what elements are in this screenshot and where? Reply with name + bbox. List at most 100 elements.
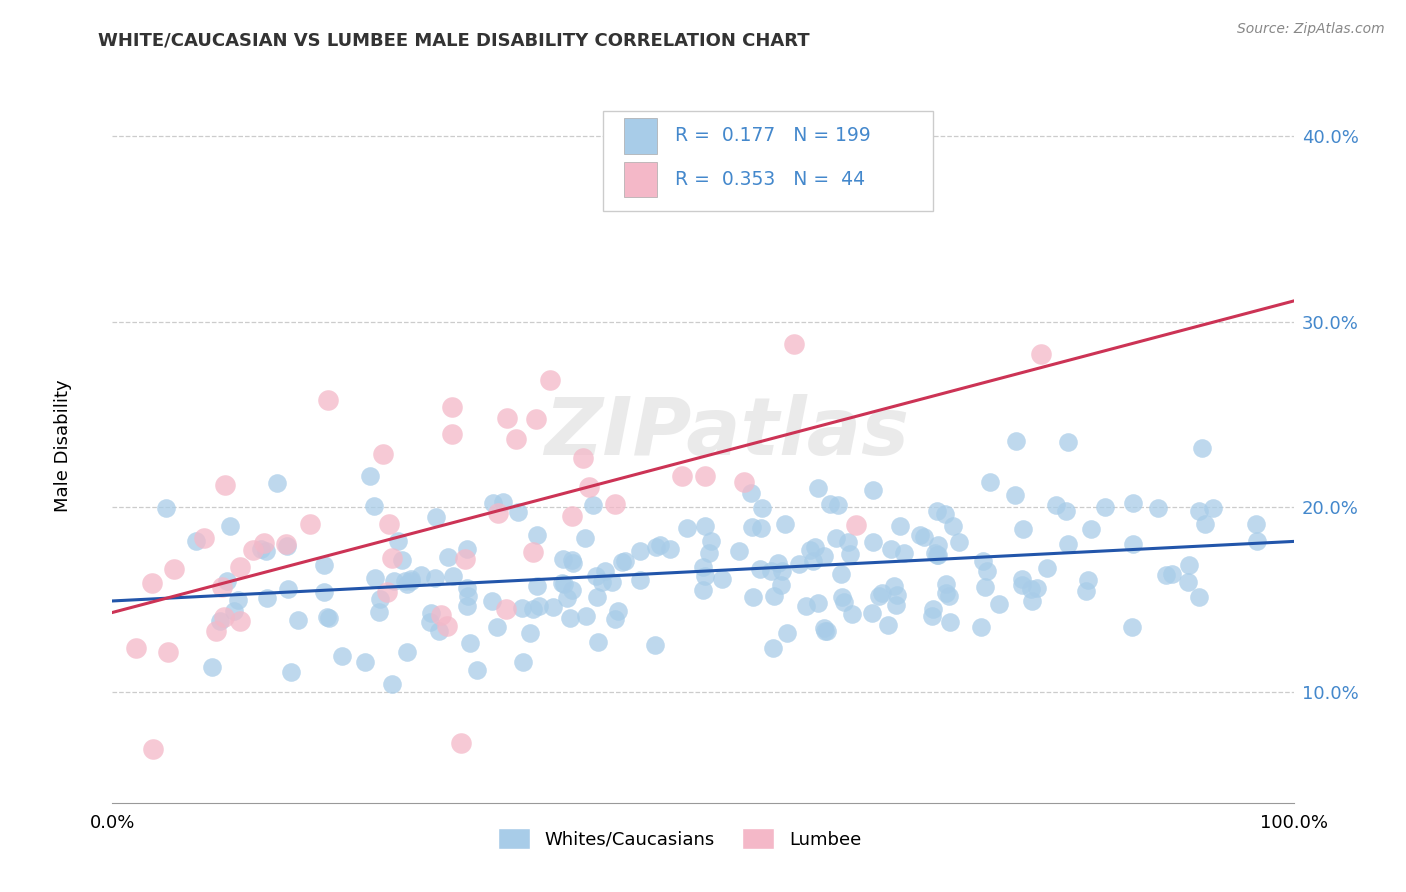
Point (644, 638, 666, 652)
Point (522, 601, 544, 615)
Point (671, 468, 693, 483)
Point (456, 581, 478, 595)
Point (560, 611, 582, 625)
Point (925, 503, 948, 517)
Point (879, 542, 901, 557)
Point (1154, 568, 1177, 582)
Point (454, 551, 477, 566)
Point (585, 569, 607, 583)
Point (1074, 584, 1097, 599)
Point (796, 599, 818, 613)
Point (813, 549, 835, 563)
Point (889, 519, 911, 533)
Point (253, 536, 276, 550)
Point (208, 615, 231, 629)
Point (762, 589, 785, 603)
Point (450, 736, 472, 750)
Point (979, 475, 1001, 489)
Point (578, 480, 600, 494)
Point (908, 527, 931, 541)
Point (1177, 575, 1199, 590)
Point (987, 597, 1010, 611)
Point (700, 534, 723, 549)
Point (862, 483, 884, 498)
Point (886, 588, 908, 602)
Point (884, 598, 907, 612)
Point (893, 546, 915, 560)
Point (602, 575, 624, 590)
FancyBboxPatch shape (603, 111, 934, 211)
Point (201, 660, 224, 674)
Point (425, 510, 447, 524)
Point (845, 517, 868, 532)
Point (942, 519, 965, 533)
Point (1121, 620, 1143, 634)
Point (837, 534, 859, 549)
Point (644, 540, 666, 554)
Point (460, 636, 482, 650)
Point (287, 613, 309, 627)
Point (1019, 582, 1042, 596)
Point (751, 501, 773, 516)
Point (1191, 441, 1213, 455)
Point (440, 426, 463, 441)
Point (775, 517, 797, 532)
Point (692, 582, 714, 597)
Point (316, 392, 339, 407)
Point (318, 610, 340, 624)
Point (872, 586, 894, 600)
Point (1094, 500, 1116, 514)
Point (883, 579, 905, 593)
Point (740, 486, 762, 500)
Point (1202, 500, 1225, 515)
Point (391, 553, 413, 567)
Point (485, 620, 508, 634)
Point (830, 566, 852, 581)
Point (141, 576, 163, 591)
Point (692, 560, 714, 574)
Point (934, 507, 956, 521)
Point (1194, 517, 1216, 532)
Point (436, 550, 458, 565)
Point (522, 545, 544, 559)
Point (922, 602, 945, 616)
Point (524, 411, 547, 425)
Point (1080, 522, 1102, 536)
Point (465, 663, 488, 677)
Point (658, 542, 681, 557)
Point (229, 614, 252, 628)
Point (1246, 533, 1268, 548)
Point (935, 586, 957, 600)
Point (1011, 577, 1033, 591)
Point (1011, 572, 1033, 586)
Point (876, 618, 898, 632)
Point (1036, 561, 1059, 575)
Point (399, 574, 422, 589)
Point (768, 556, 790, 570)
Point (249, 541, 271, 556)
Point (441, 569, 464, 583)
Point (363, 500, 385, 514)
Point (741, 590, 763, 604)
Point (163, 562, 186, 576)
Point (924, 545, 946, 559)
Point (562, 556, 585, 570)
Point (841, 607, 863, 622)
Point (803, 540, 825, 554)
Point (312, 558, 335, 573)
Point (974, 580, 997, 594)
Point (831, 590, 853, 604)
Point (381, 550, 404, 565)
Point (733, 475, 755, 489)
Point (695, 519, 717, 533)
Point (142, 742, 165, 756)
Point (571, 451, 593, 466)
Point (226, 592, 249, 607)
Point (553, 576, 575, 591)
Point (912, 530, 935, 544)
Point (927, 538, 949, 552)
Point (495, 602, 517, 616)
Point (298, 517, 321, 532)
Point (727, 543, 749, 558)
Point (935, 577, 957, 591)
